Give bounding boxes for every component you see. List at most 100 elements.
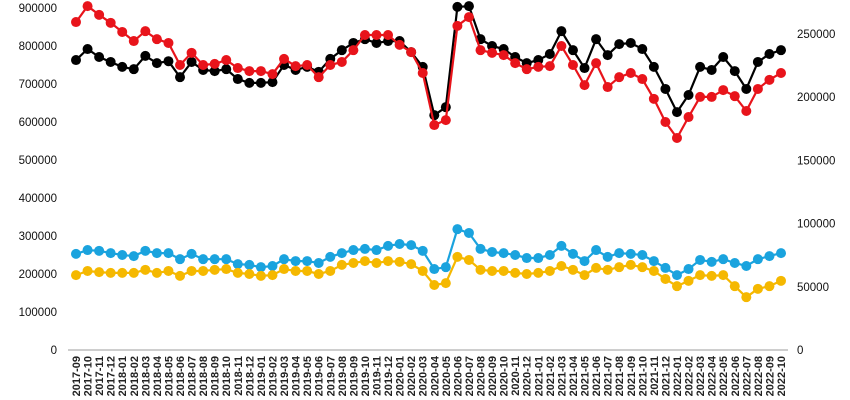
left-tick-label: 100000 bbox=[19, 307, 57, 319]
right-tick-label: 200000 bbox=[797, 92, 835, 104]
data-point bbox=[140, 50, 151, 61]
data-point bbox=[625, 67, 636, 78]
data-point bbox=[718, 270, 729, 281]
data-point bbox=[209, 58, 220, 69]
data-point bbox=[452, 251, 463, 262]
data-point bbox=[359, 243, 370, 254]
data-point bbox=[567, 60, 578, 70]
data-point bbox=[579, 80, 590, 91]
left-tick-label: 200000 bbox=[19, 269, 57, 281]
data-point bbox=[776, 67, 786, 78]
data-point bbox=[209, 254, 220, 265]
data-point bbox=[487, 41, 498, 51]
x-tick-label: 2019-03 bbox=[279, 356, 291, 396]
data-point bbox=[452, 1, 463, 12]
data-point bbox=[683, 90, 694, 101]
data-point bbox=[279, 254, 290, 265]
data-point bbox=[579, 270, 590, 281]
data-point bbox=[279, 53, 290, 64]
x-tick-label: 2019-01 bbox=[256, 356, 268, 396]
x-tick-label: 2018-07 bbox=[187, 356, 199, 396]
x-tick-label: 2022-06 bbox=[730, 356, 742, 396]
data-point bbox=[591, 58, 602, 69]
data-point bbox=[718, 254, 729, 265]
data-point bbox=[267, 270, 278, 281]
data-point bbox=[383, 29, 394, 40]
x-tick-label: 2021-09 bbox=[626, 356, 638, 396]
data-point bbox=[82, 245, 93, 256]
data-point bbox=[244, 66, 255, 77]
data-point bbox=[82, 265, 93, 276]
data-point bbox=[429, 264, 440, 275]
data-point bbox=[614, 72, 625, 83]
data-point bbox=[394, 39, 405, 50]
data-point bbox=[406, 259, 417, 270]
data-point bbox=[117, 26, 128, 37]
data-point bbox=[232, 63, 243, 74]
x-tick-label: 2020-06 bbox=[452, 356, 464, 396]
data-point bbox=[279, 264, 290, 275]
data-point bbox=[383, 240, 394, 251]
data-point bbox=[475, 264, 486, 275]
data-point bbox=[533, 253, 544, 264]
data-point bbox=[695, 91, 706, 102]
data-point bbox=[567, 248, 578, 259]
data-point bbox=[752, 83, 763, 94]
x-tick-label: 2018-12 bbox=[244, 356, 256, 396]
data-point bbox=[359, 29, 370, 40]
x-tick-label: 2022-05 bbox=[718, 356, 730, 396]
data-point bbox=[683, 275, 694, 286]
data-point bbox=[660, 273, 671, 284]
data-point bbox=[244, 259, 255, 270]
data-point bbox=[556, 240, 567, 251]
data-point bbox=[105, 267, 116, 278]
data-point bbox=[163, 56, 174, 67]
x-tick-label: 2018-05 bbox=[163, 356, 175, 396]
x-tick-label: 2022-02 bbox=[684, 356, 696, 396]
data-point bbox=[71, 248, 81, 259]
x-axis-ticks: 2017-09 2017-10 2017-11 2017-12 2018-01 2018-… bbox=[71, 355, 788, 396]
data-point bbox=[706, 270, 717, 281]
data-point bbox=[764, 281, 775, 292]
data-point bbox=[567, 264, 578, 275]
data-point bbox=[660, 117, 671, 127]
data-point bbox=[648, 256, 659, 267]
data-point bbox=[371, 29, 382, 40]
x-tick-label: 2018-06 bbox=[175, 356, 187, 396]
series-group bbox=[71, 1, 786, 303]
data-point bbox=[175, 270, 186, 281]
data-point bbox=[394, 256, 405, 267]
data-point bbox=[175, 254, 186, 265]
data-point bbox=[151, 34, 162, 45]
right-tick-label: 50000 bbox=[797, 282, 829, 294]
data-point bbox=[359, 256, 370, 267]
data-point bbox=[579, 256, 590, 267]
x-tick-label: 2018-11 bbox=[233, 356, 245, 396]
data-point bbox=[729, 257, 740, 268]
data-point bbox=[371, 245, 382, 256]
x-tick-label: 2018-09 bbox=[210, 356, 222, 396]
x-tick-label: 2021-08 bbox=[614, 356, 626, 396]
x-tick-label: 2021-02 bbox=[545, 356, 557, 396]
data-point bbox=[671, 270, 682, 281]
data-point bbox=[128, 64, 139, 75]
data-point bbox=[117, 250, 128, 260]
x-tick-label: 2021-07 bbox=[603, 356, 615, 396]
data-point bbox=[625, 37, 636, 48]
data-point bbox=[302, 60, 313, 70]
x-tick-label: 2020-11 bbox=[510, 356, 522, 396]
data-point bbox=[475, 45, 486, 56]
data-point bbox=[463, 1, 474, 12]
data-point bbox=[452, 20, 463, 31]
data-point bbox=[683, 264, 694, 275]
data-point bbox=[487, 265, 498, 276]
data-point bbox=[267, 77, 278, 88]
x-tick-label: 2021-12 bbox=[660, 356, 672, 396]
data-point bbox=[186, 248, 197, 259]
data-point bbox=[105, 56, 116, 67]
data-point bbox=[105, 17, 116, 28]
data-point bbox=[591, 262, 602, 273]
data-point bbox=[140, 264, 151, 275]
data-point bbox=[209, 264, 220, 275]
data-point bbox=[741, 292, 752, 303]
